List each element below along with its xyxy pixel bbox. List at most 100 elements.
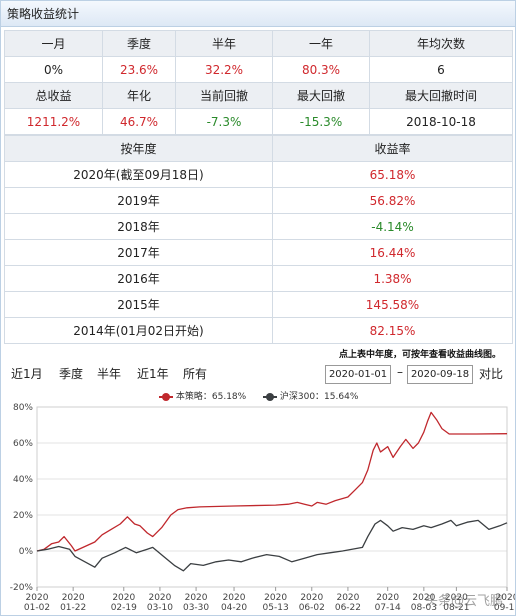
header-cell: 最大回撤时间 [369,82,513,109]
x-tick-label-year: 2020 [336,593,359,603]
yearly-period[interactable]: 2020年(截至09月18日) [4,161,273,188]
range-1m-button[interactable]: 近1月 [11,367,43,381]
yearly-period[interactable]: 2018年 [4,213,273,240]
yearly-table: 按年度 收益率 2020年(截至09月18日) 65.18% 2019年 56.… [4,135,513,344]
value-cell: -15.3% [272,108,370,135]
x-tick-label-date: 08-21 [443,603,469,613]
x-tick-label-year: 2020 [112,593,135,603]
yearly-period[interactable]: 2019年 [4,187,273,214]
header-cell: 一年 [272,30,370,57]
x-tick-label-date: 05-13 [263,603,289,613]
yearly-return[interactable]: 145.58% [272,291,513,318]
yearly-return[interactable]: -4.14% [272,213,513,240]
x-tick-label-date: 04-20 [221,603,247,613]
value-cell: 2018-10-18 [369,108,513,135]
value-cell: 6 [369,56,513,83]
x-tick-label-year: 2020 [412,593,435,603]
benchmark-series-line [36,519,508,572]
yearly-row[interactable]: 2015年 145.58% [4,291,513,318]
range-1y-button[interactable]: 近1年 [137,367,169,381]
x-tick-label-year: 2020 [26,593,49,603]
x-tick-label-year: 2020 [445,593,468,603]
x-tick-label-date: 02-19 [111,603,137,613]
yearly-return[interactable]: 56.82% [272,187,513,214]
x-tick-label-year: 2020 [496,593,515,603]
x-tick-label-year: 2020 [148,593,171,603]
range-quarter-button[interactable]: 季度 [59,367,84,381]
y-tick-label: 0% [19,547,34,557]
y-tick-label: 20% [13,511,33,521]
x-tick-label-date: 06-22 [335,603,361,613]
yearly-return[interactable]: 1.38% [272,265,513,292]
x-tick-label-year: 2020 [300,593,323,603]
plot-border [36,406,508,588]
end-date-input[interactable] [407,365,473,384]
yearly-period[interactable]: 2014年(01月02日开始) [4,317,273,344]
header-cell: 当前回撤 [175,82,273,109]
yearly-row[interactable]: 2014年(01月02日开始) 82.15% [4,317,513,344]
yearly-row[interactable]: 2017年 16.44% [4,239,513,266]
legend-benchmark[interactable]: 沪深300：15.64% [263,389,358,402]
yearly-period[interactable]: 2017年 [4,239,273,266]
x-tick-label-year: 2020 [223,593,246,603]
chart-legend: 本策略：65.18% 沪深300：15.64% [1,389,516,403]
range-halfyear-button[interactable]: 半年 [97,367,122,381]
value-cell: 23.6% [102,56,176,83]
header-cell: 年均次数 [369,30,513,57]
yearly-return[interactable]: 82.15% [272,317,513,344]
benchmark-line-icon [263,392,277,401]
summary-table: 一月 季度 半年 一年 年均次数 0% 23.6% 32.2% 80.3% 6 … [4,30,513,135]
x-tick-label-year: 2020 [264,593,287,603]
summary-header-row-2: 总收益 年化 当前回撤 最大回撤 最大回撤时间 [4,82,513,109]
x-tick-label-date: 07-14 [375,603,401,613]
yearly-table-note: 点上表中年度，可按年查看收益曲线图。 [338,350,501,360]
header-cell: 最大回撤 [272,82,370,109]
yearly-period-header: 按年度 [4,135,273,162]
panel-title: 策略收益统计 [1,1,515,27]
summary-value-row-1: 0% 23.6% 32.2% 80.3% 6 [4,56,513,83]
value-cell: 80.3% [272,56,370,83]
y-tick-label: 80% [13,403,33,413]
value-cell: 0% [4,56,103,83]
strategy-series-line [36,411,508,552]
watermark-text: 头条@云飞鹏 [424,594,503,609]
header-cell: 季度 [102,30,176,57]
x-tick-label-date: 08-03 [411,603,437,613]
yearly-row[interactable]: 2020年(截至09月18日) 65.18% [4,161,513,188]
x-tick-label-year: 2020 [185,593,208,603]
x-tick-label-date: 06-02 [299,603,325,613]
x-tick-label-date: 03-10 [147,603,173,613]
yearly-row[interactable]: 2016年 1.38% [4,265,513,292]
chart-toolbar: 近1月 季度 半年 近1年 所有 – 对比 [7,363,511,387]
start-date-input[interactable] [325,365,391,384]
value-cell: -7.3% [175,108,273,135]
yearly-return[interactable]: 16.44% [272,239,513,266]
x-tick-label-date: 01-02 [24,603,50,613]
yearly-row[interactable]: 2019年 56.82% [4,187,513,214]
legend-benchmark-label: 沪深300：15.64% [279,392,359,402]
y-tick-label: 60% [13,439,33,449]
range-all-button[interactable]: 所有 [183,367,208,381]
header-cell: 一月 [4,30,103,57]
summary-header-row-1: 一月 季度 半年 一年 年均次数 [4,30,513,57]
header-cell: 年化 [102,82,176,109]
date-range-separator: – [397,365,403,379]
yearly-header-row: 按年度 收益率 [4,135,513,162]
x-tick-label-year: 2020 [376,593,399,603]
value-cell: 46.7% [102,108,176,135]
x-tick-label-date: 03-30 [183,603,209,613]
yearly-period[interactable]: 2015年 [4,291,273,318]
strategy-line-icon [159,392,173,401]
summary-value-row-2: 1211.2% 46.7% -7.3% -15.3% 2018-10-18 [4,108,513,135]
value-cell: 1211.2% [4,108,103,135]
returns-chart[interactable]: -20%0%20%40%60%80%202001-02202001-222020… [1,403,515,615]
yearly-row[interactable]: 2018年 -4.14% [4,213,513,240]
legend-strategy-label: 本策略：65.18% [175,392,247,402]
legend-strategy[interactable]: 本策略：65.18% [159,389,246,402]
yearly-period[interactable]: 2016年 [4,265,273,292]
value-cell: 32.2% [175,56,273,83]
yearly-return[interactable]: 65.18% [272,161,513,188]
y-tick-label: 40% [13,475,33,485]
compare-button[interactable]: 对比 [478,367,503,381]
